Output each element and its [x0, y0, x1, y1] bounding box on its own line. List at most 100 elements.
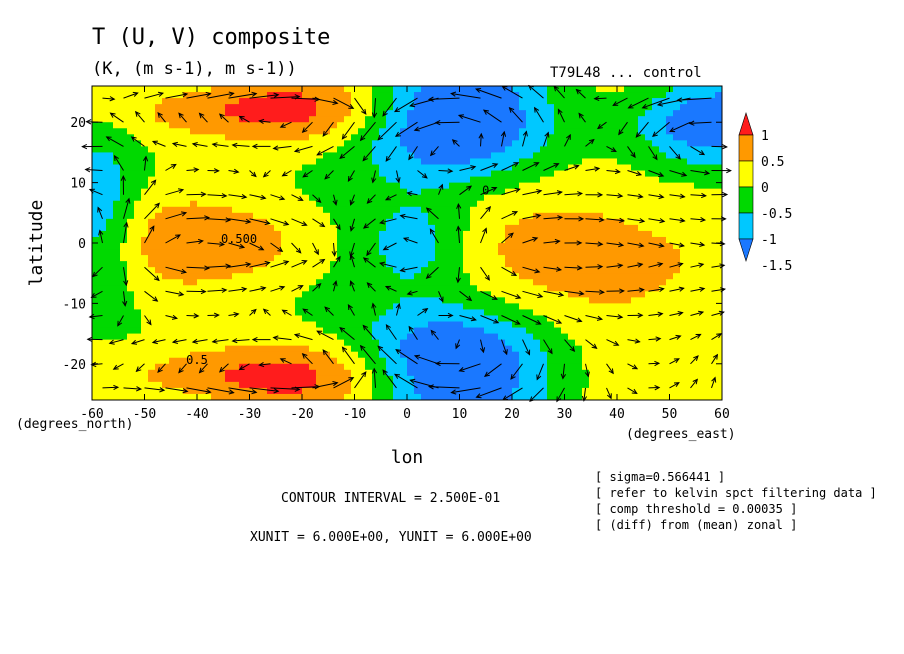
field-cell [330, 363, 338, 371]
field-cell [92, 212, 100, 220]
field-cell [246, 212, 254, 220]
field-cell [330, 339, 338, 347]
field-cell [99, 285, 107, 292]
field-cell [708, 345, 716, 353]
field-cell [372, 134, 380, 141]
field-cell [302, 261, 310, 268]
field-cell [701, 218, 709, 226]
field-cell [183, 128, 191, 135]
field-cell [652, 381, 660, 389]
field-cell [246, 146, 254, 154]
field-cell [386, 218, 394, 226]
field-cell [365, 86, 373, 93]
field-cell [498, 212, 506, 220]
field-cell [232, 345, 240, 353]
field-cell [253, 188, 261, 196]
field-cell [92, 116, 100, 123]
field-cell [526, 303, 534, 311]
field-cell [225, 98, 233, 105]
field-cell [547, 381, 555, 389]
wind-vector-head [301, 221, 308, 226]
field-cell [624, 363, 632, 371]
field-cell [148, 206, 156, 214]
field-cell [365, 176, 373, 184]
field-cell [680, 86, 688, 93]
field-cell [449, 200, 457, 208]
field-cell [715, 140, 722, 147]
field-cell [701, 188, 709, 196]
field-cell [120, 375, 128, 383]
field-cell [197, 255, 205, 262]
field-cell [295, 321, 303, 329]
field-cell [309, 339, 317, 347]
field-cell [218, 170, 226, 178]
field-cell [596, 104, 604, 111]
field-cell [645, 339, 653, 347]
field-cell [106, 92, 114, 99]
field-cell [344, 339, 352, 347]
field-cell [512, 230, 520, 238]
field-cell [477, 357, 485, 365]
field-cell [645, 315, 653, 323]
field-cell [197, 357, 205, 365]
field-cell [134, 230, 142, 238]
field-cell [554, 224, 562, 232]
field-cell [603, 363, 611, 371]
field-cell [400, 110, 408, 117]
field-cell [694, 357, 702, 365]
field-cell [162, 273, 170, 280]
field-cell [547, 333, 555, 341]
field-cell [456, 249, 464, 256]
field-cell [589, 375, 597, 383]
field-cell [344, 122, 352, 129]
field-cell [190, 158, 198, 166]
field-cell [561, 249, 569, 256]
field-cell [505, 164, 513, 172]
field-cell [477, 267, 485, 274]
field-cell [351, 261, 359, 268]
field-cell [631, 333, 639, 341]
field-cell [449, 236, 457, 244]
field-cell [533, 243, 541, 250]
wind-vector-head [198, 367, 205, 374]
field-cell [554, 176, 562, 184]
field-cell [617, 351, 625, 359]
field-cell [218, 188, 226, 196]
field-cell [183, 261, 191, 268]
field-cell [288, 110, 296, 117]
wind-vector [152, 140, 166, 147]
field-cell [253, 212, 261, 220]
field-cell [141, 128, 149, 135]
field-cell [687, 194, 695, 202]
field-cell [260, 200, 268, 208]
field-cell [302, 116, 310, 123]
field-cell [281, 170, 289, 178]
field-cell [421, 122, 429, 129]
field-cell [323, 387, 331, 395]
field-cell [379, 297, 387, 304]
field-cell [246, 164, 254, 172]
field-cell [169, 86, 177, 93]
field-cell [120, 321, 128, 329]
field-cell [141, 273, 149, 280]
field-cell [547, 387, 555, 395]
field-cell [456, 255, 464, 262]
field-cell [197, 206, 205, 214]
field-cell [330, 104, 338, 111]
field-cell [400, 321, 408, 329]
field-cell [400, 164, 408, 172]
field-cell [253, 170, 261, 178]
field-cell [442, 327, 450, 335]
field-cell [414, 218, 422, 226]
field-cell [120, 134, 128, 141]
field-cell [568, 158, 576, 166]
field-cell [246, 188, 254, 196]
wind-vector [291, 386, 320, 389]
field-cell [694, 363, 702, 371]
field-cell [106, 194, 114, 202]
field-cell [610, 212, 618, 220]
field-cell [295, 255, 303, 262]
field-cell [99, 309, 107, 317]
field-cell [638, 333, 646, 341]
field-cell [519, 212, 527, 220]
